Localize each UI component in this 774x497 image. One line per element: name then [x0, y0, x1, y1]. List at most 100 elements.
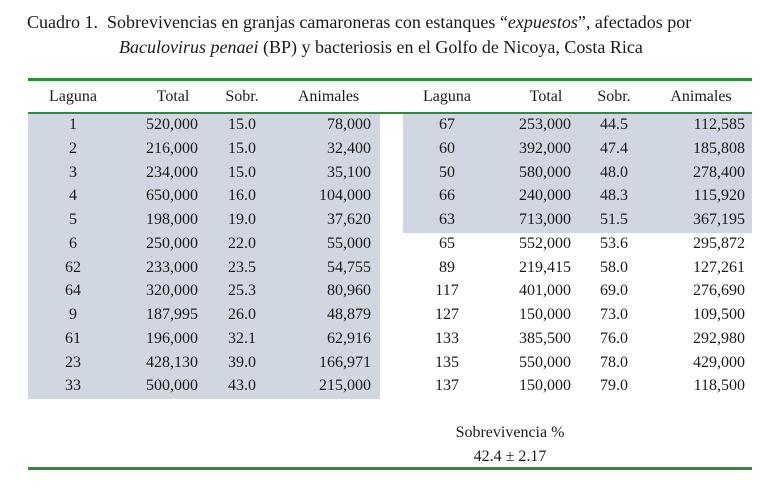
cell-total: 428,130	[146, 353, 198, 371]
cell-total: 401,000	[519, 282, 571, 300]
table-row: 60 392,000 47.4 185,808	[403, 137, 745, 161]
cell-sobr: 79.0	[600, 377, 628, 395]
cell-animales: 37,620	[327, 211, 371, 228]
cell-animales: 62,916	[327, 329, 371, 347]
cell-laguna: 66	[439, 187, 455, 205]
right-table: Laguna Total Sobr. Animales 67 253,000 44.…	[403, 80, 745, 398]
cell-total: 385,500	[519, 329, 571, 347]
cell-laguna: 133	[435, 329, 459, 347]
cell-laguna: 3	[69, 163, 77, 181]
left-body: 1 520,000 15.0 78,000 2 216,000 15.0 32,400 3 234…	[28, 113, 371, 398]
table-caption: Cuadro 1. Sobrevivencias en granjas cama…	[27, 10, 767, 60]
cell-total: 216,000	[146, 139, 198, 157]
table-row: 50 580,000 48.0 278,400	[403, 161, 745, 185]
cell-sobr: 15.0	[228, 139, 256, 157]
cell-laguna: 89	[439, 258, 455, 276]
cell-animales: 118,500	[693, 377, 745, 395]
caption-text-2: ”, afectados por	[577, 12, 692, 32]
cell-laguna: 64	[65, 282, 81, 300]
cell-sobr: 26.0	[228, 306, 256, 323]
cell-sobr: 73.0	[600, 306, 628, 323]
cell-laguna: 2	[69, 139, 77, 157]
cell-total: 196,000	[146, 329, 198, 347]
table-row: 135 550,000 78.0 429,000	[403, 351, 745, 375]
cell-total: 500,000	[146, 377, 198, 395]
cell-sobr: 58.0	[600, 258, 628, 276]
table-row: 2 216,000 15.0 32,400	[28, 137, 371, 161]
cell-total: 240,000	[519, 187, 571, 205]
cell-animales: 215,000	[319, 377, 371, 395]
cell-sobr: 23.5	[228, 258, 256, 276]
cell-laguna: 23	[65, 353, 81, 371]
table-row: 3 234,000 15.0 35,100	[28, 161, 371, 185]
cell-animales: 35,100	[327, 163, 371, 181]
right-shade	[403, 114, 752, 233]
cell-laguna: 63	[439, 211, 455, 228]
left-table: Laguna Total Sobr. Animales 1 520,000 15.0…	[28, 80, 371, 398]
caption-text-1: Sobrevivencias en granjas camaroneras co…	[107, 12, 508, 32]
col-laguna: Laguna	[49, 88, 97, 105]
cell-sobr: 43.0	[228, 377, 256, 395]
col-animales: Animales	[297, 88, 360, 105]
table-row: 9 187,995 26.0 48,879	[28, 303, 371, 327]
cell-laguna: 4	[69, 187, 77, 205]
cell-total: 713,000	[519, 211, 571, 228]
top-rule	[28, 78, 752, 81]
left-shade	[28, 114, 380, 399]
table-row: 23 428,130 39.0 166,971	[28, 351, 371, 375]
cell-laguna: 33	[65, 377, 81, 395]
footer-value: 42.4 ± 2.17	[473, 448, 547, 465]
cell-laguna: 1	[69, 116, 77, 133]
cell-animales: 55,000	[327, 234, 371, 252]
cell-animales: 166,971	[319, 353, 371, 371]
cell-total: 150,000	[519, 306, 571, 323]
cell-sobr: 48.3	[600, 187, 628, 205]
table-row: 1 520,000 15.0 78,000	[28, 113, 371, 137]
cell-total: 150,000	[519, 377, 571, 395]
col-animales: Animales	[670, 88, 732, 105]
cell-sobr: 22.0	[228, 234, 256, 252]
table-row: 5 198,000 19.0 37,620	[28, 208, 371, 232]
table-row: 62 233,000 23.5 54,755	[28, 256, 371, 280]
bottom-rule	[28, 467, 752, 470]
cell-animales: 109,500	[693, 306, 745, 323]
col-sobr: Sobr.	[225, 88, 259, 105]
cell-sobr: 69.0	[600, 282, 628, 300]
cell-total: 187,995	[146, 306, 198, 323]
cell-laguna: 65	[439, 234, 455, 252]
cell-animales: 104,000	[319, 187, 371, 205]
table-row: 133 385,500 76.0 292,980	[403, 327, 745, 351]
cell-sobr: 76.0	[600, 329, 628, 347]
table-row: 61 196,000 32.1 62,916	[28, 327, 371, 351]
cell-animales: 429,000	[693, 353, 745, 371]
cell-laguna: 61	[65, 329, 81, 347]
cell-laguna: 127	[435, 306, 459, 323]
cell-sobr: 15.0	[228, 163, 256, 181]
footer-label: Sobrevivencia %	[455, 424, 565, 441]
cell-laguna: 117	[435, 282, 459, 300]
cell-total: 253,000	[519, 116, 571, 133]
cell-animales: 292,980	[693, 329, 745, 347]
cell-total: 233,000	[146, 258, 198, 276]
left-header-row: Laguna Total Sobr. Animales	[28, 80, 371, 113]
cell-total: 219,415	[519, 258, 571, 276]
cell-sobr: 25.3	[228, 282, 256, 300]
cell-laguna: 62	[65, 258, 81, 276]
cell-animales: 367,195	[693, 211, 745, 228]
table-row: 137 150,000 79.0 118,500	[403, 374, 745, 398]
cell-sobr: 53.6	[600, 234, 628, 252]
table-row: 117 401,000 69.0 276,690	[403, 279, 745, 303]
cell-laguna: 9	[69, 306, 77, 323]
table-row: 4 650,000 16.0 104,000	[28, 184, 371, 208]
caption-italic-2: Baculovirus penaei	[119, 37, 259, 57]
col-laguna: Laguna	[423, 88, 471, 105]
cell-total: 234,000	[146, 163, 198, 181]
cell-sobr: 32.1	[228, 329, 256, 347]
table-row: 127 150,000 73.0 109,500	[403, 303, 745, 327]
cell-total: 392,000	[519, 139, 571, 157]
cell-animales: 295,872	[693, 234, 745, 252]
cell-sobr: 16.0	[228, 187, 256, 205]
cell-sobr: 51.5	[600, 211, 628, 228]
col-total: Total	[529, 88, 563, 105]
table-row: 66 240,000 48.3 115,920	[403, 184, 745, 208]
